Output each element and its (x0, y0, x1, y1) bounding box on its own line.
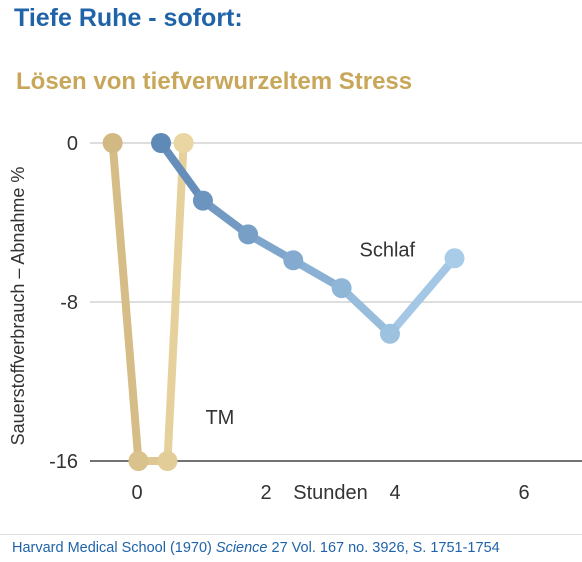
page-title: Tiefe Ruhe - sofort: (14, 4, 243, 32)
series-label: TM (205, 407, 234, 429)
page-subtitle: Lösen von tiefverwurzeltem Stress (16, 68, 413, 95)
y-tick-label: -16 (49, 451, 78, 473)
data-point (173, 133, 194, 153)
y-tick-label: 0 (67, 133, 78, 155)
series-line-segment (108, 139, 143, 465)
series-line-segment (163, 139, 188, 465)
x-axis-label: Stunden (293, 482, 368, 504)
series-schlaf: Schlaf (151, 133, 465, 344)
data-point (331, 278, 352, 299)
y-axis-label: Sauerstoffverbrauch – Abnahme % (8, 167, 28, 446)
footer-divider (0, 534, 582, 535)
data-point (151, 133, 172, 153)
data-point (157, 451, 178, 471)
data-point (192, 190, 213, 211)
series-line-segment (157, 139, 207, 205)
data-point (128, 451, 149, 471)
data-point (380, 323, 400, 344)
series-tm: TM (102, 133, 234, 471)
citation-suffix: 27 Vol. 167 no. 3926, S. 1751-1754 (267, 540, 500, 556)
data-point (102, 133, 123, 153)
grid-lines (90, 142, 582, 462)
series-line-segment (337, 284, 394, 338)
data-point (444, 248, 465, 269)
x-tick-label: 2 (260, 482, 271, 504)
series-layer: TM Schlaf (102, 133, 465, 471)
data-point (283, 250, 304, 271)
citation-prefix: Harvard Medical School (1970) (12, 540, 216, 556)
series-line-segment (386, 254, 459, 338)
x-tick-label: 4 (389, 482, 400, 504)
citation-journal: Science (215, 540, 268, 556)
source-citation: Harvard Medical School (1970) Science 27… (12, 540, 500, 556)
x-tick-label: 6 (518, 482, 529, 504)
y-tick-label: -8 (60, 292, 78, 314)
axis-labels: 0 -8 -16 0 2 4 6 Stunden Sauerstoffverbrauch – A… (8, 133, 530, 504)
series-label: Schlaf (360, 239, 416, 261)
data-point (238, 224, 259, 245)
x-tick-label: 0 (131, 482, 142, 504)
